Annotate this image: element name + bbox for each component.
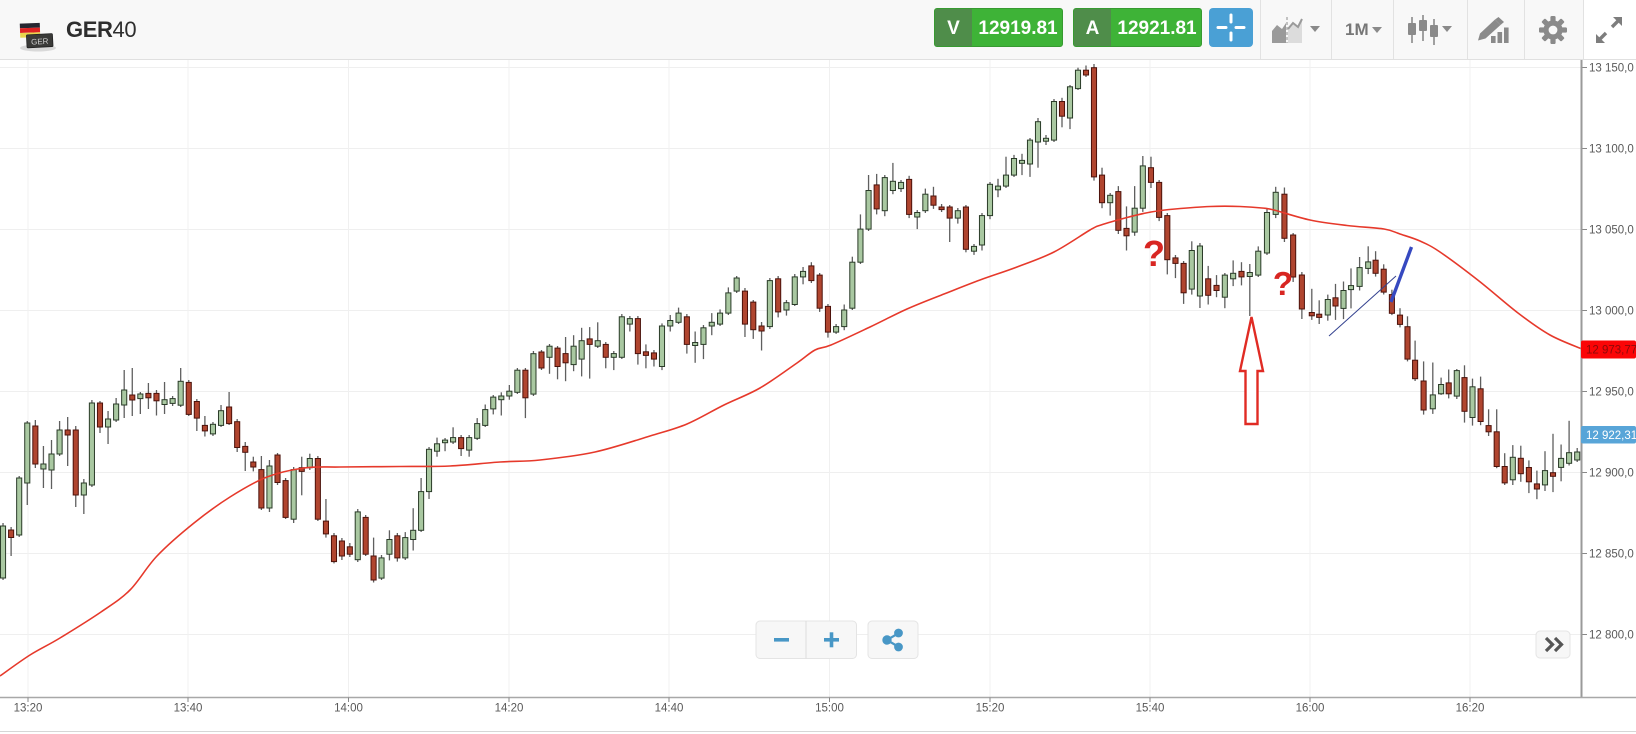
svg-text:12 950,0: 12 950,0	[1589, 387, 1634, 399]
svg-text:13 050,0: 13 050,0	[1589, 225, 1634, 237]
svg-text:13:20: 13:20	[14, 703, 43, 715]
svg-text:12 973,77: 12 973,77	[1586, 345, 1636, 357]
svg-text:GER: GER	[31, 37, 49, 47]
svg-text:12 922,31: 12 922,31	[1586, 430, 1636, 442]
svg-text:14:40: 14:40	[655, 703, 684, 715]
svg-text:12 900,0: 12 900,0	[1589, 468, 1634, 480]
svg-text:15:20: 15:20	[976, 703, 1005, 715]
svg-text:12 850,0: 12 850,0	[1589, 549, 1634, 561]
svg-text:12 800,0: 12 800,0	[1589, 630, 1634, 642]
svg-text:13 000,0: 13 000,0	[1589, 306, 1634, 318]
svg-text:13 150,0: 13 150,0	[1589, 63, 1634, 75]
svg-text:14:20: 14:20	[495, 703, 524, 715]
svg-text:15:00: 15:00	[815, 703, 844, 715]
svg-text:?: ?	[1273, 265, 1293, 302]
svg-text:15:40: 15:40	[1136, 703, 1165, 715]
svg-text:13 100,0: 13 100,0	[1589, 144, 1634, 156]
svg-text:?: ?	[1143, 233, 1165, 274]
svg-text:16:20: 16:20	[1456, 703, 1485, 715]
svg-text:16:00: 16:00	[1296, 703, 1325, 715]
svg-text:13:40: 13:40	[174, 703, 203, 715]
svg-text:14:00: 14:00	[334, 703, 363, 715]
